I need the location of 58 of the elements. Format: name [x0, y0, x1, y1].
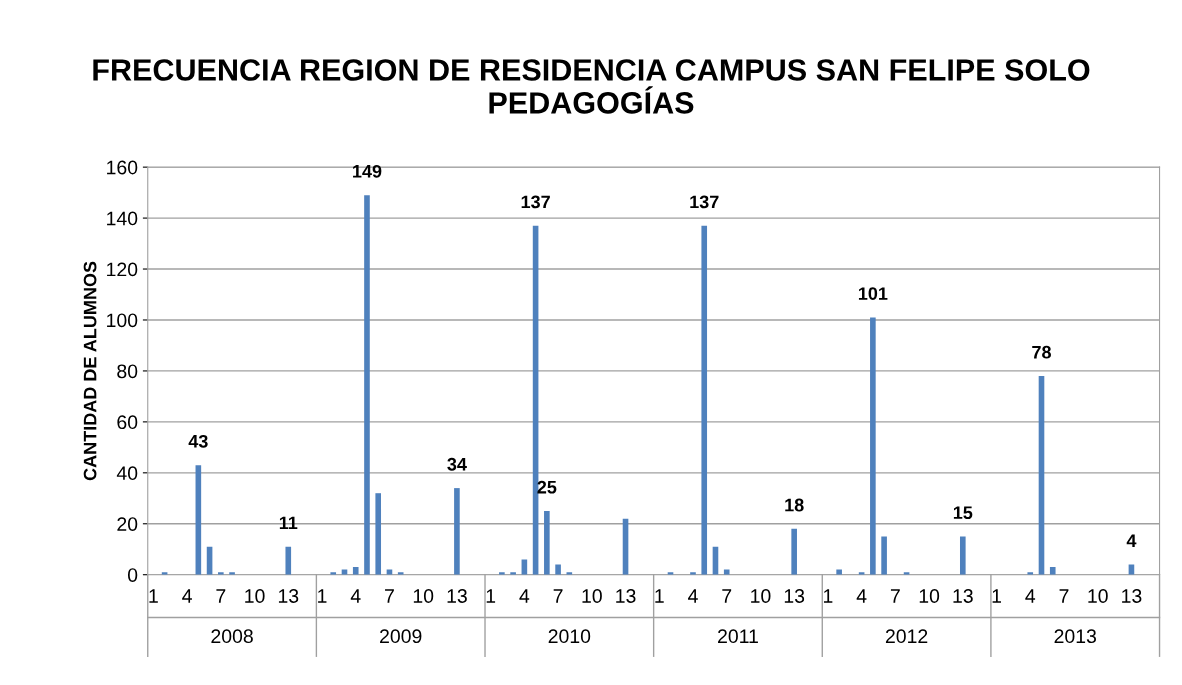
x-tick-label: 10	[751, 589, 771, 603]
data-label: 78	[1032, 345, 1051, 359]
data-label: 34	[447, 457, 467, 471]
y-tick-label: 20	[117, 517, 138, 532]
x-tick-label: 1	[318, 589, 327, 603]
x-tick-label: 13	[953, 589, 973, 603]
x-tick-label: 7	[890, 589, 900, 603]
y-tick-label: 160	[107, 160, 138, 175]
text: 2013	[1054, 629, 1096, 644]
data-label: 11	[279, 516, 298, 530]
y-tick-label: 0	[127, 568, 138, 582]
x-tick-label: 10	[1088, 589, 1108, 603]
data-label: 4	[1126, 534, 1137, 547]
text: 2010	[548, 629, 591, 644]
x-tick-label: 13	[784, 589, 805, 603]
data-label: 18	[785, 498, 804, 512]
x-tick-label: 10	[919, 589, 940, 603]
x-tick-label: 10	[245, 589, 265, 603]
x-tick-label: 4	[350, 589, 361, 603]
chart-title: FRECUENCIA REGION DE RESIDENCIA CAMPUS SAN FELIPE SOLO PEDAGOGÍAS	[93, 59, 1090, 114]
x-tick-label: 1	[992, 589, 1001, 603]
y-tick-label: 60	[117, 415, 138, 430]
x-tick-label: 4	[856, 589, 867, 603]
x-tick-label: 4	[519, 589, 530, 603]
x-tick-label: 1	[655, 589, 664, 603]
x-tick-label: 4	[1025, 589, 1036, 603]
x-tick-label: 1	[486, 589, 496, 603]
x-tick-label: 13	[447, 589, 467, 603]
data-label: 137	[690, 195, 719, 209]
text: 2011	[718, 629, 758, 644]
text: 2009	[380, 629, 422, 644]
y-tick-label: 100	[107, 313, 138, 328]
text: 2008	[211, 629, 253, 644]
x-tick-label: 7	[553, 589, 563, 603]
y-tick-label: 140	[107, 211, 138, 226]
x-tick-label: 10	[582, 589, 602, 603]
x-tick-label: 1	[149, 589, 158, 603]
data-label: 101	[858, 287, 888, 300]
y-tick-label: 40	[116, 466, 138, 481]
x-tick-label: 1	[823, 589, 833, 603]
x-tick-label: 7	[1059, 589, 1069, 603]
data-label: 149	[353, 164, 382, 178]
data-label: 137	[521, 195, 550, 209]
data-label: 15	[953, 506, 973, 520]
x-tick-label: 13	[278, 589, 299, 603]
x-tick-label: 4	[688, 589, 698, 603]
x-tick-label: 13	[616, 589, 636, 603]
y-axis-title: CANTIDAD DE ALUMNOS	[83, 261, 97, 481]
data-label: 43	[188, 434, 208, 448]
x-tick-label: 4	[182, 589, 192, 603]
x-tick-label: 10	[413, 589, 434, 603]
x-tick-label: 7	[216, 589, 226, 603]
x-tick-label: 7	[722, 589, 732, 603]
x-tick-label: 13	[1122, 589, 1142, 603]
y-tick-label: 80	[117, 364, 138, 379]
y-tick-label: 120	[107, 262, 138, 277]
x-tick-label: 7	[385, 589, 394, 603]
text: 2012	[885, 629, 928, 644]
